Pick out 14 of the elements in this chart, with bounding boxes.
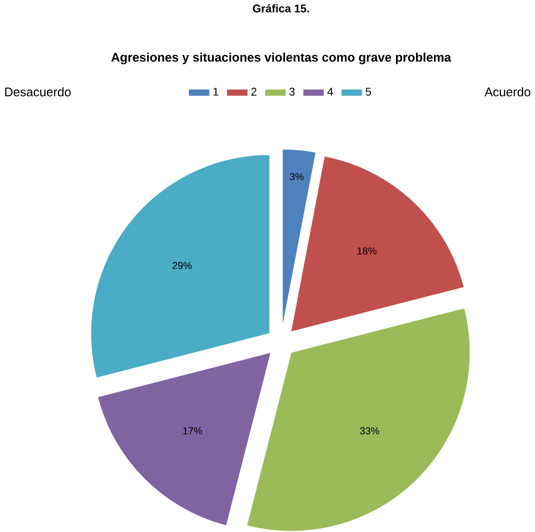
text: Acuerdo	[484, 87, 530, 97]
legend-label: 3	[289, 88, 295, 96]
legend-label: 4	[327, 88, 333, 96]
chart-title: Gráfica 15.	[252, 4, 309, 13]
data-label: 17%	[183, 427, 202, 434]
data-label: 33%	[360, 427, 380, 434]
legend-label: 1	[213, 88, 218, 96]
text: Desacuerdo	[5, 87, 71, 97]
legend-label: 2	[251, 88, 256, 96]
chart-subtitle: Agresiones y situaciones violentas como grave problema	[111, 52, 452, 64]
legend-label: 5	[366, 88, 371, 96]
data-label: 29%	[172, 262, 192, 270]
data-label: 3%	[290, 173, 304, 180]
data-label: 18%	[358, 248, 376, 255]
